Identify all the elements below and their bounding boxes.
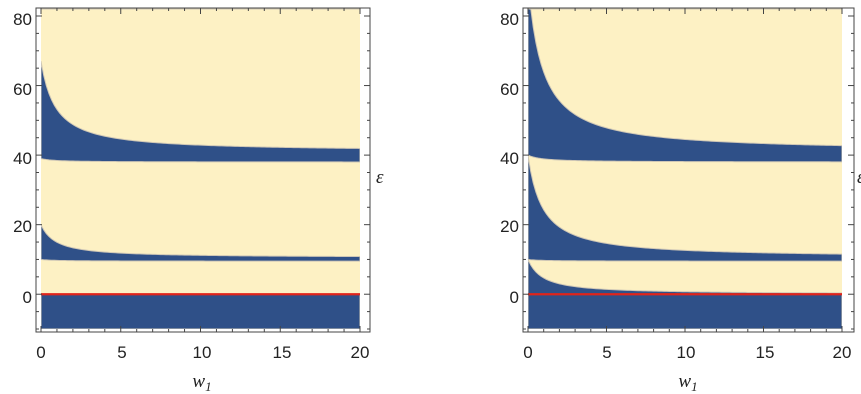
x-tick-label: 15 (273, 343, 292, 362)
energy-band (528, 155, 842, 262)
x-axis-label-subscript: 1 (691, 379, 698, 394)
left-plot-frame (35, 7, 371, 333)
x-axis-label: w1 (678, 371, 697, 394)
x-tick-label: 10 (193, 343, 212, 362)
y-tick-label: 80 (13, 10, 32, 29)
right-y-tick-labels: 0 20 40 60 80 (500, 10, 519, 307)
x-tick-label: 15 (756, 343, 775, 362)
left-x-tick-labels: 0 5 10 15 20 (36, 343, 369, 362)
y-tick-label: 0 (23, 288, 32, 307)
y-tick-label: 0 (510, 288, 519, 307)
x-tick-label: 5 (117, 343, 126, 362)
y-axis-label: ε (857, 167, 861, 188)
y-tick-label: 60 (13, 80, 32, 99)
left-ticks (36, 8, 370, 332)
x-tick-label: 20 (351, 343, 370, 362)
right-plot-frame (522, 7, 855, 333)
gap-region (528, 8, 842, 330)
x-tick-label: 20 (833, 343, 852, 362)
y-tick-label: 60 (500, 80, 519, 99)
right-plot: 0 5 10 15 20 0 20 40 60 80 w1 ε (500, 7, 861, 394)
y-tick-label: 40 (500, 149, 519, 168)
x-tick-label: 0 (36, 343, 45, 362)
energy-band (41, 61, 360, 163)
x-tick-label: 5 (602, 343, 611, 362)
right-plot-area (528, 7, 842, 330)
y-tick-label: 40 (13, 149, 32, 168)
x-axis-label: w1 (192, 371, 211, 394)
energy-band (528, 7, 842, 163)
y-tick-label: 80 (500, 10, 519, 29)
right-x-tick-labels: 0 5 10 15 20 (523, 343, 851, 362)
energy-band (41, 224, 360, 262)
x-axis-label-subscript: 1 (205, 379, 212, 394)
y-tick-label: 20 (13, 217, 32, 236)
x-tick-label: 0 (523, 343, 532, 362)
gap-region (41, 8, 360, 330)
y-tick-label: 20 (500, 217, 519, 236)
x-axis-label-main: w (192, 371, 205, 392)
y-axis-label: ε (376, 167, 384, 188)
x-axis-label-main: w (678, 371, 691, 392)
energy-band (41, 293, 360, 330)
x-tick-label: 10 (677, 343, 696, 362)
left-plot-area (41, 7, 360, 330)
left-y-tick-labels: 0 20 40 60 80 (13, 10, 32, 307)
left-plot: 0 5 10 15 20 0 20 40 60 80 w1 ε (13, 7, 384, 394)
right-ticks (523, 8, 854, 332)
